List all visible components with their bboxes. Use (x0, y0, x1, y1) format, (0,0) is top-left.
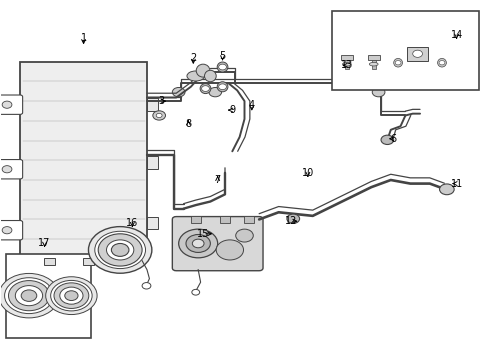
Circle shape (21, 290, 37, 301)
Circle shape (60, 287, 83, 304)
Text: 15: 15 (197, 229, 209, 239)
Circle shape (286, 214, 299, 224)
Bar (122, 258, 133, 265)
Circle shape (111, 243, 129, 256)
Bar (5, 253, 91, 338)
Text: 1: 1 (81, 33, 86, 43)
Circle shape (64, 291, 78, 301)
Circle shape (208, 87, 221, 97)
Circle shape (439, 184, 453, 195)
Circle shape (216, 240, 243, 260)
Bar (43, 258, 55, 265)
Bar (147, 98, 158, 111)
Text: 16: 16 (126, 218, 138, 228)
Circle shape (95, 231, 145, 269)
Bar (190, 216, 200, 223)
Circle shape (142, 283, 151, 289)
Circle shape (2, 226, 12, 234)
Circle shape (15, 285, 42, 306)
Text: 10: 10 (301, 168, 313, 178)
Circle shape (2, 166, 12, 173)
Text: 2: 2 (190, 53, 196, 63)
Circle shape (153, 111, 165, 120)
Circle shape (45, 277, 97, 315)
Ellipse shape (342, 62, 350, 66)
Bar (20, 62, 147, 259)
Circle shape (218, 64, 226, 70)
Circle shape (218, 84, 226, 90)
Bar (340, 55, 352, 60)
Circle shape (394, 60, 400, 65)
Circle shape (54, 283, 89, 309)
Bar (406, 46, 427, 61)
Circle shape (412, 50, 422, 57)
Ellipse shape (204, 70, 216, 82)
Ellipse shape (196, 64, 209, 77)
Text: 5: 5 (219, 51, 225, 61)
Circle shape (88, 226, 152, 273)
Circle shape (185, 234, 210, 252)
Text: 4: 4 (248, 100, 254, 110)
Circle shape (178, 229, 217, 258)
Bar (367, 55, 379, 60)
Ellipse shape (217, 62, 227, 72)
Bar (147, 217, 158, 229)
Circle shape (380, 135, 393, 144)
Text: 13: 13 (340, 60, 352, 70)
FancyBboxPatch shape (0, 95, 22, 114)
Text: 17: 17 (39, 238, 51, 248)
Circle shape (2, 101, 12, 108)
Text: 9: 9 (229, 105, 235, 115)
Circle shape (0, 273, 59, 318)
Circle shape (172, 87, 184, 97)
Circle shape (201, 86, 209, 91)
Circle shape (438, 60, 444, 65)
Ellipse shape (368, 62, 377, 66)
Bar (82, 258, 94, 265)
Ellipse shape (186, 71, 204, 81)
Text: 11: 11 (449, 179, 462, 189)
Circle shape (156, 113, 162, 118)
Ellipse shape (217, 82, 227, 92)
Circle shape (191, 289, 199, 295)
Bar (244, 216, 254, 223)
FancyBboxPatch shape (0, 221, 22, 240)
Circle shape (8, 280, 49, 311)
Circle shape (192, 239, 203, 248)
Circle shape (371, 87, 384, 97)
Ellipse shape (393, 58, 402, 67)
Bar (344, 60, 348, 69)
Circle shape (106, 240, 134, 260)
Bar (331, 12, 478, 90)
Text: 6: 6 (389, 134, 395, 144)
Text: 8: 8 (185, 120, 191, 129)
Text: 14: 14 (449, 30, 462, 40)
Text: 7: 7 (214, 175, 221, 185)
Bar (371, 60, 375, 69)
Text: 12: 12 (284, 216, 296, 226)
Text: 3: 3 (158, 96, 164, 106)
FancyBboxPatch shape (172, 217, 263, 271)
FancyBboxPatch shape (0, 159, 22, 179)
Circle shape (235, 229, 253, 242)
Bar (147, 156, 158, 168)
Bar (220, 216, 229, 223)
Circle shape (4, 278, 53, 314)
Circle shape (51, 280, 92, 311)
Ellipse shape (437, 58, 446, 67)
Ellipse shape (200, 84, 210, 94)
Circle shape (98, 234, 142, 266)
